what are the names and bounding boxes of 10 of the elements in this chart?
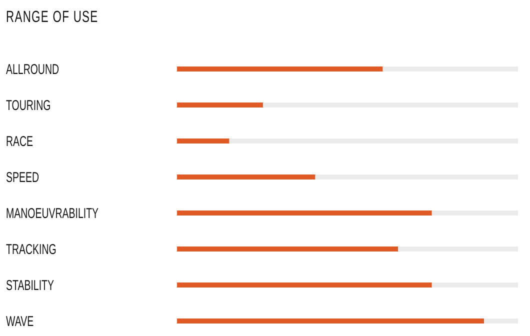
y-tick-label: WAVE	[6, 313, 34, 330]
y-tick-label: TOURING	[6, 97, 51, 114]
y-tick-label: RACE	[6, 133, 34, 150]
chart-title: RANGE OF USE	[6, 6, 98, 26]
y-tick-label: MANOEUVRABILITY	[6, 205, 99, 222]
y-tick-label: ALLROUND	[6, 61, 60, 78]
y-tick-label: SPEED	[6, 169, 40, 186]
y-tick-label: TRACKING	[6, 241, 56, 258]
bar	[177, 138, 230, 144]
y-tick-label: STABILITY	[6, 277, 54, 294]
